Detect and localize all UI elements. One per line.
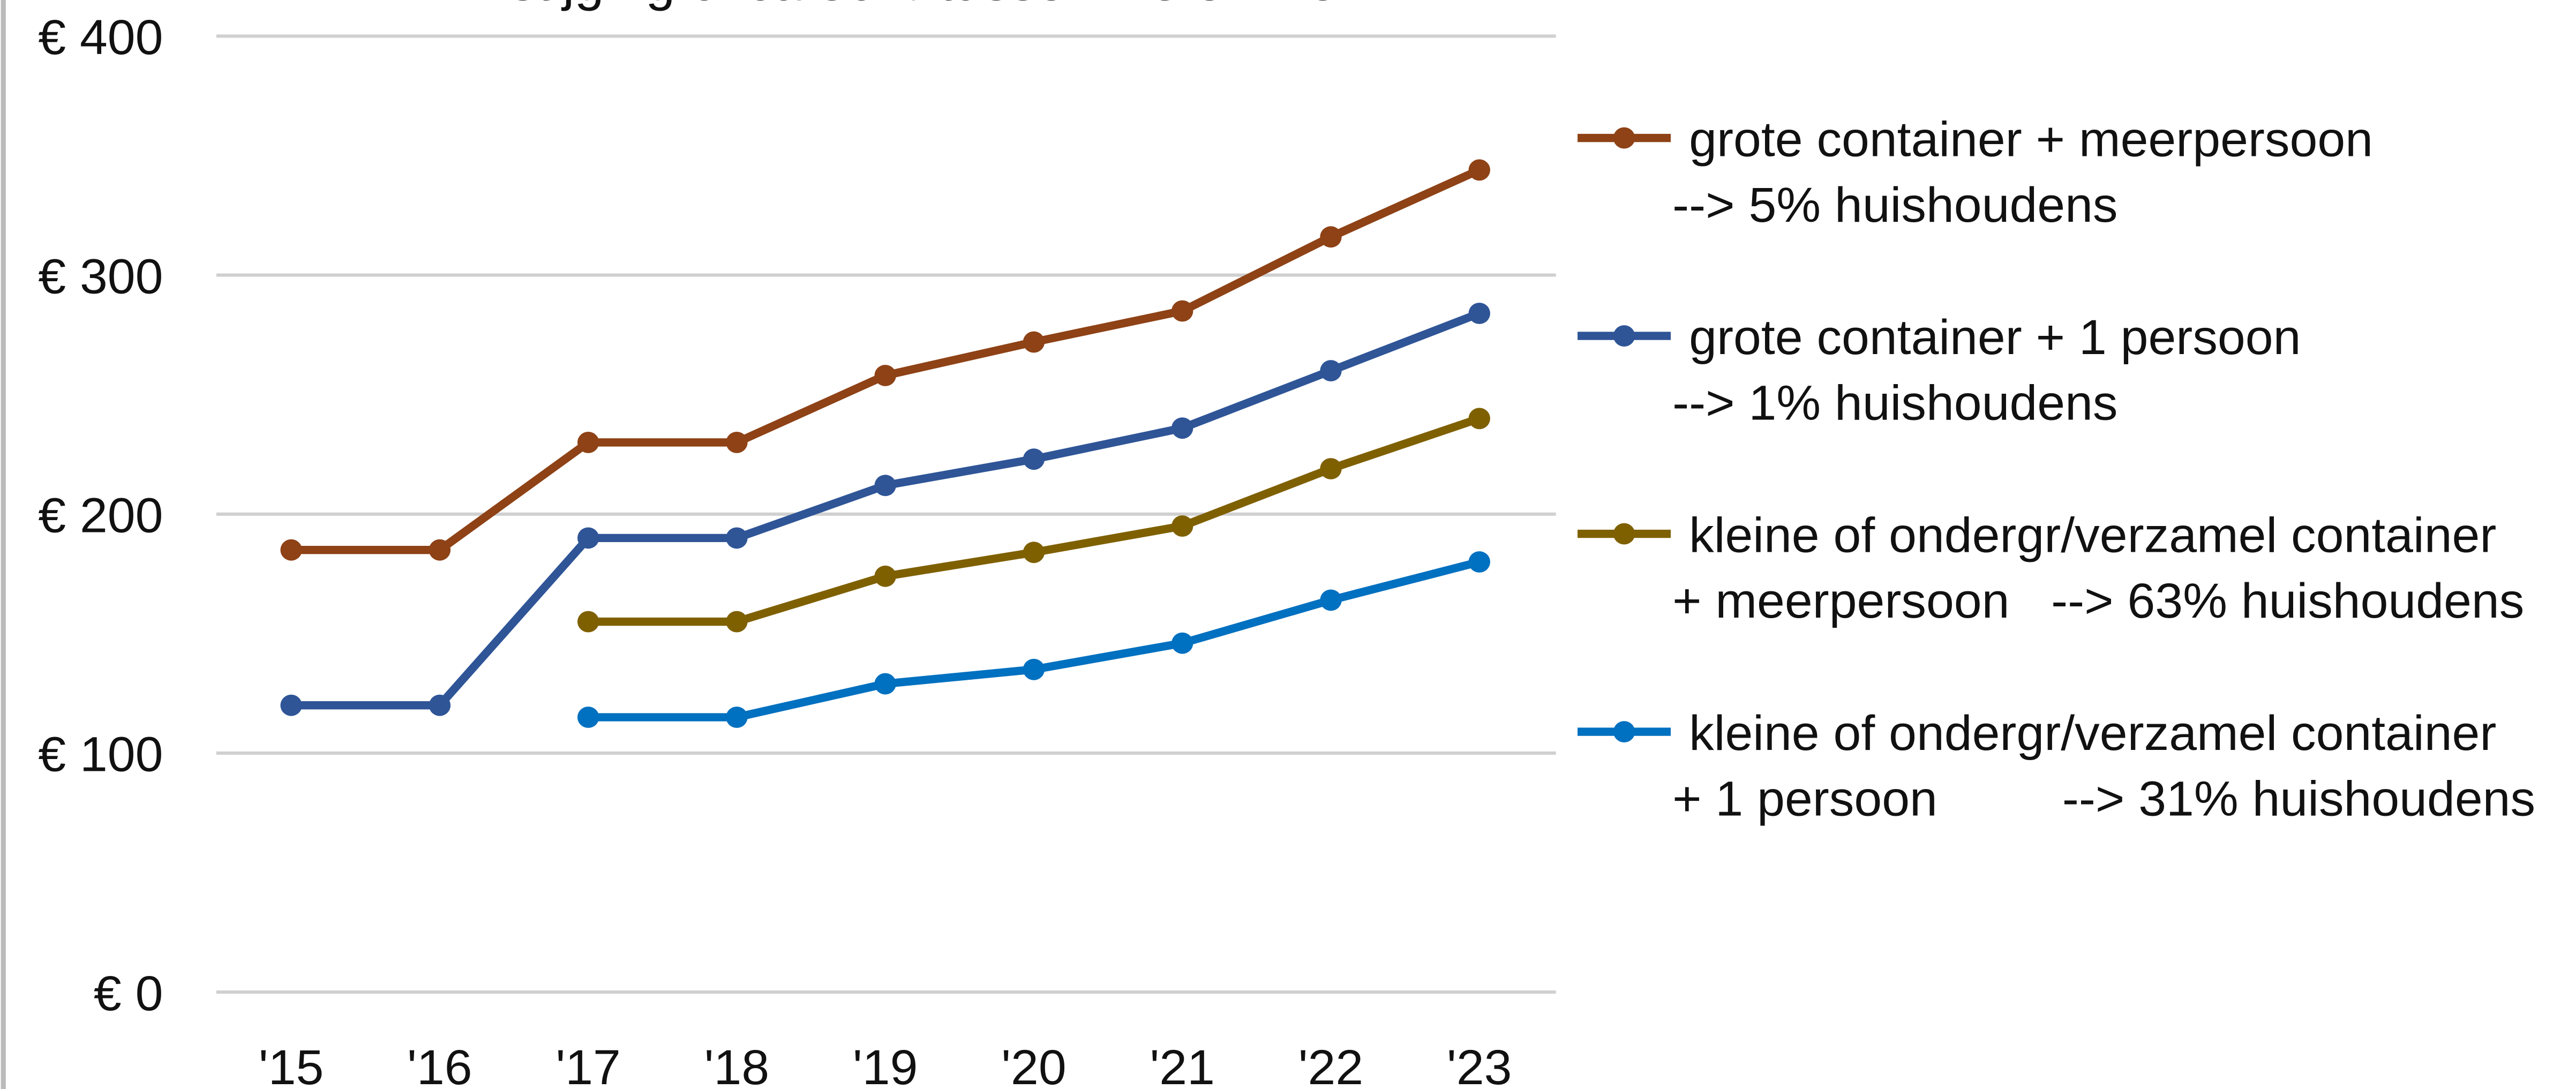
- legend-marker: [1613, 721, 1635, 742]
- data-point: [874, 673, 896, 695]
- x-tick-label: '20: [1001, 1039, 1066, 1089]
- y-tick-label: € 100: [38, 726, 163, 782]
- data-point: [1023, 658, 1045, 680]
- data-point: [1171, 417, 1193, 439]
- data-point: [1023, 542, 1045, 564]
- x-tick-label: '23: [1447, 1039, 1512, 1089]
- data-point: [726, 527, 748, 549]
- legend-marker: [1613, 325, 1635, 347]
- data-point: [577, 707, 599, 728]
- data-point: [726, 431, 748, 453]
- data-point: [429, 694, 451, 716]
- data-point: [1320, 589, 1342, 611]
- x-tick-label: '18: [704, 1039, 769, 1089]
- data-point: [280, 694, 302, 716]
- data-point: [429, 539, 451, 561]
- data-point: [1468, 303, 1490, 324]
- data-point: [1171, 515, 1193, 537]
- data-point: [1468, 159, 1490, 181]
- y-tick-label: € 400: [38, 10, 163, 65]
- data-point: [1468, 551, 1490, 573]
- data-point: [726, 611, 748, 633]
- data-point: [1171, 300, 1193, 322]
- data-point: [726, 707, 748, 728]
- legend-label: grote container + meerpersoon --> 5% huis…: [1672, 111, 2373, 232]
- x-tick-label: '15: [259, 1039, 324, 1089]
- y-tick-label: € 0: [94, 965, 163, 1020]
- chart-title: stijging circa 30% tussen '18 en '23: [509, 0, 1338, 11]
- x-tick-label: '21: [1150, 1039, 1215, 1089]
- data-point: [1320, 226, 1342, 248]
- x-tick-label: '22: [1298, 1039, 1363, 1089]
- data-point: [1023, 448, 1045, 470]
- data-point: [1023, 331, 1045, 353]
- x-tick-label: '16: [407, 1039, 472, 1089]
- data-point: [280, 539, 302, 561]
- x-tick-label: '19: [853, 1039, 918, 1089]
- data-point: [577, 431, 599, 453]
- legend-label: grote container + 1 persoon --> 1% huisho…: [1672, 309, 2301, 430]
- data-point: [1171, 632, 1193, 654]
- data-point: [874, 565, 896, 587]
- data-point: [1320, 360, 1342, 382]
- legend-label: kleine of ondergr/verzamel container + me…: [1672, 507, 2524, 628]
- y-tick-label: € 300: [38, 249, 163, 304]
- y-tick-label: € 200: [38, 487, 163, 543]
- x-tick-label: '17: [555, 1039, 620, 1089]
- data-point: [874, 365, 896, 386]
- legend-label: kleine of ondergr/verzamel container + 1 …: [1672, 705, 2535, 826]
- data-point: [874, 475, 896, 497]
- legend-marker: [1613, 127, 1635, 149]
- legend-marker: [1613, 523, 1635, 545]
- data-point: [1320, 458, 1342, 479]
- data-point: [577, 527, 599, 549]
- data-point: [1468, 408, 1490, 430]
- data-point: [577, 611, 599, 633]
